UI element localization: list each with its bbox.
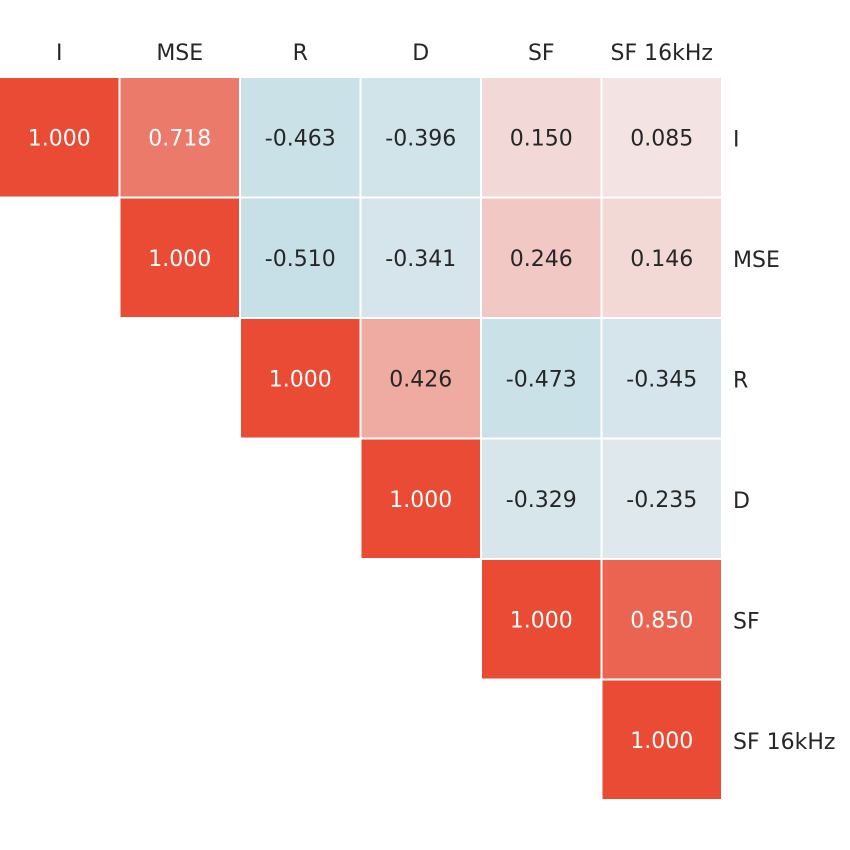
heatmap-cell bbox=[241, 78, 360, 197]
heatmap-cell bbox=[602, 439, 721, 558]
heatmap-cell bbox=[241, 319, 360, 438]
heatmap-cell bbox=[482, 439, 601, 558]
cell-value-label: 0.718 bbox=[148, 126, 211, 151]
heatmap-cell bbox=[361, 439, 480, 558]
column-label: R bbox=[293, 41, 308, 66]
cell-value-label: -0.345 bbox=[626, 367, 697, 392]
cell-value-label: -0.510 bbox=[265, 247, 336, 272]
row-label: R bbox=[733, 368, 748, 393]
heatmap-cell bbox=[361, 78, 480, 197]
cell-value-label: 0.246 bbox=[510, 247, 573, 272]
cell-value-label: 1.000 bbox=[28, 126, 91, 151]
row-label: I bbox=[733, 127, 740, 152]
column-labels: I MSE R D SF SF 16kHz bbox=[56, 41, 713, 66]
cell-value-label: 1.000 bbox=[510, 608, 573, 633]
heatmap-cell bbox=[602, 198, 721, 317]
cell-value-label: 0.426 bbox=[389, 367, 452, 392]
row-labels: I MSE R D SF SF 16kHz bbox=[733, 127, 835, 755]
cell-value-label: -0.463 bbox=[265, 126, 336, 151]
cell-value-label: 0.146 bbox=[630, 247, 693, 272]
cell-value-label: 1.000 bbox=[630, 729, 693, 754]
heatmap-cell bbox=[602, 680, 721, 799]
row-label: D bbox=[733, 489, 750, 514]
heatmap-cell bbox=[482, 319, 601, 438]
heatmap-cell-labels: 1.000 0.718 -0.463 -0.396 0.150 0.085 1.000 -0.… bbox=[28, 126, 697, 754]
heatmap-cell bbox=[482, 78, 601, 197]
heatmap-cell bbox=[361, 319, 480, 438]
cell-value-label: -0.473 bbox=[506, 367, 577, 392]
heatmap-cell bbox=[602, 78, 721, 197]
column-label: MSE bbox=[156, 41, 203, 66]
cell-value-label: 1.000 bbox=[269, 367, 332, 392]
heatmap-cells bbox=[0, 78, 721, 799]
column-label: SF 16kHz bbox=[611, 41, 713, 66]
row-label: MSE bbox=[733, 248, 780, 273]
cell-value-label: 0.850 bbox=[630, 608, 693, 633]
cell-value-label: -0.235 bbox=[626, 488, 697, 513]
column-label: D bbox=[412, 41, 429, 66]
heatmap-cell bbox=[602, 319, 721, 438]
heatmap-cell bbox=[120, 78, 239, 197]
cell-value-label: 0.085 bbox=[630, 126, 693, 151]
column-label: I bbox=[56, 41, 63, 66]
heatmap-cell bbox=[120, 198, 239, 317]
row-label: SF 16kHz bbox=[733, 730, 835, 755]
cell-value-label: 0.150 bbox=[510, 126, 573, 151]
cell-value-label: -0.329 bbox=[506, 488, 577, 513]
cell-value-label: -0.396 bbox=[385, 126, 456, 151]
cell-value-label: -0.341 bbox=[385, 247, 456, 272]
heatmap-cell bbox=[602, 560, 721, 679]
column-label: SF bbox=[528, 41, 555, 66]
heatmap-cell bbox=[482, 560, 601, 679]
heatmap-cell bbox=[0, 78, 119, 197]
row-label: SF bbox=[733, 609, 760, 634]
cell-value-label: 1.000 bbox=[148, 247, 211, 272]
heatmap-cell bbox=[361, 198, 480, 317]
cell-value-label: 1.000 bbox=[389, 488, 452, 513]
heatmap-cell bbox=[482, 198, 601, 317]
heatmap-cell bbox=[241, 198, 360, 317]
